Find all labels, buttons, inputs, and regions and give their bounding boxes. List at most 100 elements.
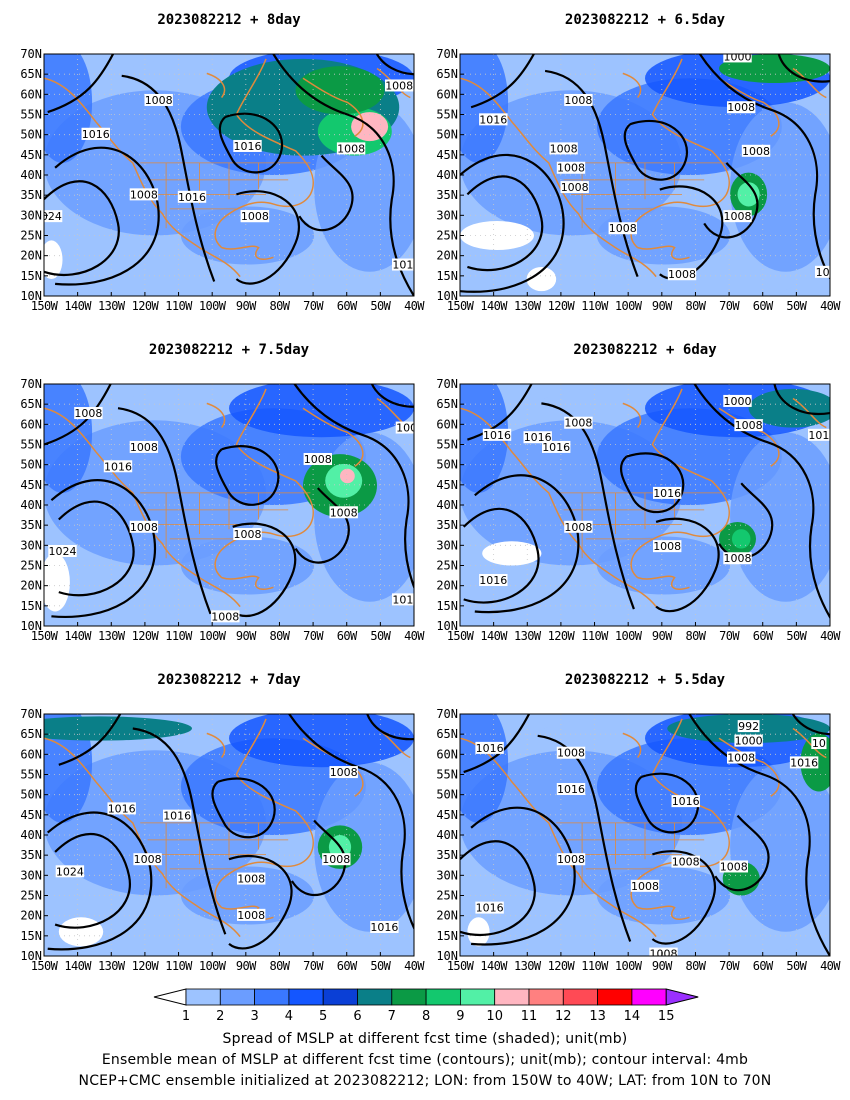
coastlines xyxy=(44,389,410,607)
contour-label-bg xyxy=(479,574,508,587)
lat-tick-label: 65N xyxy=(436,397,458,411)
contour-label: 1008 xyxy=(564,417,592,430)
lat-tick-label: 45N xyxy=(20,148,42,162)
lat-tick-label: 70N xyxy=(20,377,42,391)
mslp-contour xyxy=(545,71,638,277)
contour-label-bg xyxy=(385,79,414,92)
mslp-contour xyxy=(133,729,226,935)
mslp-contour xyxy=(236,191,299,283)
spread-shading-low xyxy=(58,917,104,947)
lon-tick-label: 150W xyxy=(447,959,475,973)
contour-label-bg xyxy=(129,188,159,201)
lat-tick-label: 50N xyxy=(20,128,42,142)
map-panel-p8: 1008100810161016100810161008100810160241… xyxy=(20,12,426,313)
colorbar-label: 10 xyxy=(486,1009,503,1024)
lat-tick-label: 60N xyxy=(436,87,458,101)
contour-label-bg xyxy=(811,737,827,750)
mslp-contour xyxy=(285,707,426,949)
contour-label: 1008 xyxy=(720,860,748,873)
lon-tick-label: 120W xyxy=(132,299,160,313)
contour-label-bg xyxy=(44,210,63,223)
spread-shading-storm xyxy=(340,468,355,484)
lat-tick-label: 15N xyxy=(20,269,42,283)
contour-label: 1000 xyxy=(724,50,752,63)
contour-label: 101 xyxy=(392,593,413,606)
colorbar: 1 2 3 4 5 6 7 8 9 10 11 12 13 14 15 xyxy=(153,988,699,1024)
map-panel-p65: 1000 1008 1008 1016 1008 1008 1008 1008 1008 1008… xyxy=(436,12,842,313)
coastline xyxy=(623,73,641,97)
lat-tick-label: 45N xyxy=(436,148,458,162)
contour-label-bg xyxy=(727,751,756,764)
contour-label: 1016 xyxy=(557,783,585,796)
colorbar-label: 2 xyxy=(216,1009,224,1024)
colorbar-segment xyxy=(254,988,290,1006)
contour-label: 1008 xyxy=(550,142,578,155)
lon-tick-label: 120W xyxy=(132,959,160,973)
contour-label-bg xyxy=(107,802,136,815)
lon-tick-label: 140W xyxy=(480,299,508,313)
map-field: 992 1000 1008 1008 1016 1008 1016 1016 1016 1008 1… xyxy=(460,712,830,956)
coastline xyxy=(623,733,641,757)
caption-initialization: NCEP+CMC ensemble initialized at 2023082… xyxy=(78,1073,772,1089)
contour-label: 1016 xyxy=(163,810,191,823)
lat-tick-label: 30N xyxy=(436,868,458,882)
contour-label: 1024 xyxy=(49,545,77,558)
lat-tick-label: 10N xyxy=(436,949,458,963)
lon-tick-label: 50W xyxy=(370,959,391,973)
lon-tick-label: 80W xyxy=(270,959,291,973)
contour-label: 1008 xyxy=(631,880,659,893)
contour-label: 1008 xyxy=(211,610,239,623)
contour-label: 1016 xyxy=(479,113,507,126)
contour-label: 1008 xyxy=(672,856,700,869)
contour-label: 1008 xyxy=(561,181,589,194)
coastline xyxy=(793,399,826,428)
lon-tick-label: 60W xyxy=(337,959,358,973)
colorbar-label: 14 xyxy=(624,1009,641,1024)
lat-tick-label: 15N xyxy=(20,929,42,943)
contour-label-bg xyxy=(322,853,351,866)
lon-tick-label: 70W xyxy=(719,299,740,313)
colorbar-segment xyxy=(185,988,221,1006)
contour-label-bg xyxy=(564,416,593,429)
lat-tick-label: 45N xyxy=(20,808,42,822)
mslp-contour xyxy=(296,488,349,563)
lat-tick-label: 20N xyxy=(436,909,458,923)
contour-label-bg xyxy=(237,908,266,921)
contour-label: 1016 xyxy=(483,429,511,442)
lat-tick-label: 20N xyxy=(436,249,458,263)
lon-tick-label: 80W xyxy=(686,629,707,643)
lat-tick-label: 50N xyxy=(436,788,458,802)
contour-label-bg xyxy=(737,720,760,733)
lat-tick-label: 40N xyxy=(20,828,42,842)
contour-label: 101 xyxy=(392,259,413,272)
contour-label-bg xyxy=(653,540,682,553)
lat-tick-label: 60N xyxy=(20,417,42,431)
contour-label-bg xyxy=(727,101,756,114)
lon-tick-label: 130W xyxy=(514,959,542,973)
panel-title: 2023082212 + 7.5day xyxy=(149,342,310,358)
contour-label: 1008 xyxy=(134,853,162,866)
spread-shading-area xyxy=(730,102,830,272)
mslp-contour xyxy=(464,509,539,603)
contour-label-bg xyxy=(608,222,637,235)
contour-label-bg xyxy=(734,734,763,747)
contour-label-bg xyxy=(81,127,110,140)
lon-tick-label: 70W xyxy=(719,629,740,643)
contour-label-bg xyxy=(564,93,593,106)
contour-label: 1008 xyxy=(330,506,358,519)
contour-label-bg xyxy=(370,920,399,933)
lat-tick-label: 10N xyxy=(20,289,42,303)
contour-label: 1008 xyxy=(653,540,681,553)
contour-label-bg xyxy=(649,947,678,956)
coastline xyxy=(222,246,274,259)
mslp-contour xyxy=(656,519,719,611)
mslp-contours xyxy=(464,379,834,623)
contour-label: 1008 xyxy=(557,853,585,866)
colorbar-label: 13 xyxy=(589,1009,606,1024)
lon-tick-label: 90W xyxy=(652,629,673,643)
mslp-contour xyxy=(464,712,531,773)
contour-label: 1016 xyxy=(370,921,398,934)
lat-tick-label: 60N xyxy=(20,87,42,101)
lon-tick-label: 140W xyxy=(64,299,92,313)
contour-label-bg xyxy=(667,268,697,281)
